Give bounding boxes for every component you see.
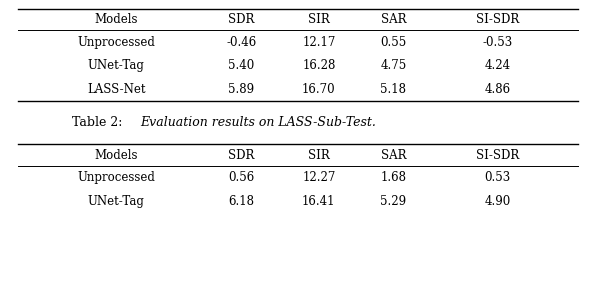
Text: Unprocessed: Unprocessed	[77, 35, 155, 49]
Text: 0.55: 0.55	[380, 35, 406, 49]
Text: 0.53: 0.53	[485, 171, 511, 184]
Text: 16.41: 16.41	[302, 195, 336, 208]
Text: 12.27: 12.27	[302, 171, 336, 184]
Text: SDR: SDR	[228, 13, 254, 26]
Text: 12.17: 12.17	[302, 35, 336, 49]
Text: 1.68: 1.68	[380, 171, 406, 184]
Text: 5.89: 5.89	[228, 83, 254, 96]
Text: -0.53: -0.53	[483, 35, 513, 49]
Text: UNet-Tag: UNet-Tag	[88, 59, 145, 72]
Text: 5.40: 5.40	[228, 59, 254, 72]
Text: 5.29: 5.29	[380, 195, 406, 208]
Text: 4.75: 4.75	[380, 59, 406, 72]
Text: SIR: SIR	[308, 149, 330, 162]
Text: Models: Models	[95, 13, 138, 26]
Text: UNet-Tag: UNet-Tag	[88, 195, 145, 208]
Text: 6.18: 6.18	[228, 195, 254, 208]
Text: LASS-Net: LASS-Net	[87, 83, 145, 96]
Text: SDR: SDR	[228, 149, 254, 162]
Text: SAR: SAR	[381, 149, 406, 162]
Text: 16.70: 16.70	[302, 83, 336, 96]
Text: 4.90: 4.90	[485, 195, 511, 208]
Text: 16.28: 16.28	[302, 59, 336, 72]
Text: Evaluation results on LASS-Sub-Test.: Evaluation results on LASS-Sub-Test.	[140, 116, 376, 129]
Text: SI-SDR: SI-SDR	[476, 13, 519, 26]
Text: 4.24: 4.24	[485, 59, 511, 72]
Text: Table 2:: Table 2:	[72, 116, 126, 129]
Text: SAR: SAR	[381, 13, 406, 26]
Text: -0.46: -0.46	[226, 35, 256, 49]
Text: 0.56: 0.56	[228, 171, 254, 184]
Text: 5.18: 5.18	[380, 83, 406, 96]
Text: SIR: SIR	[308, 13, 330, 26]
Text: 4.86: 4.86	[485, 83, 511, 96]
Text: Models: Models	[95, 149, 138, 162]
Text: Unprocessed: Unprocessed	[77, 171, 155, 184]
Text: SI-SDR: SI-SDR	[476, 149, 519, 162]
